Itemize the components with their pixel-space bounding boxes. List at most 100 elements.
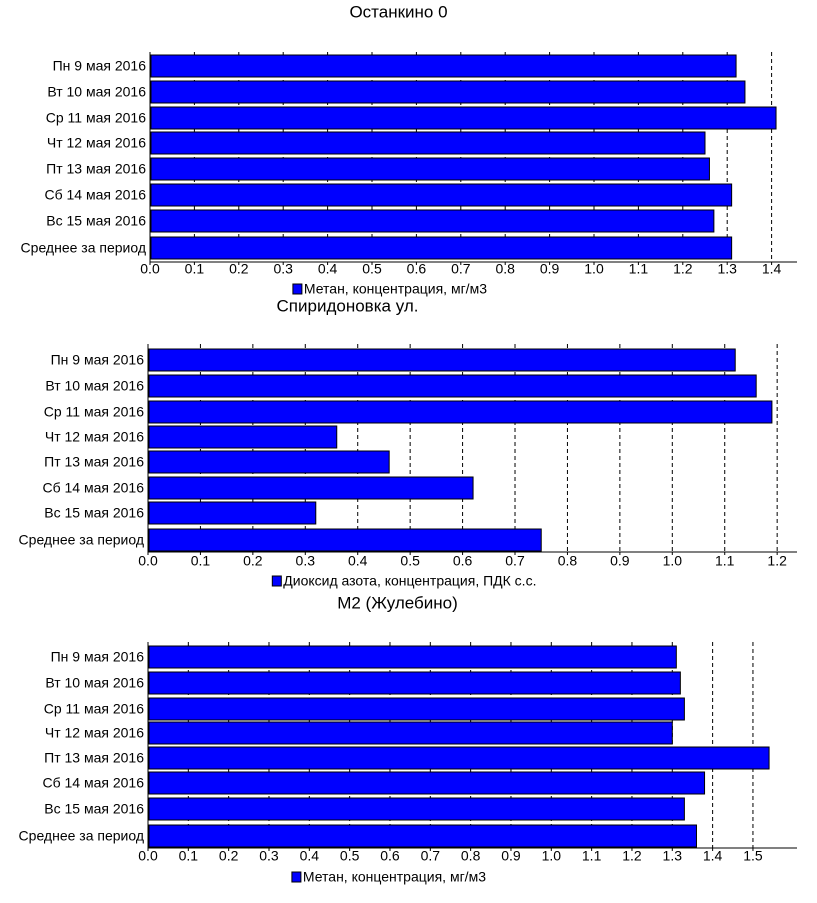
category-label: Сб 14 мая 2016: [42, 775, 144, 791]
tick-label: 0.5: [362, 261, 382, 277]
tick-label: 0.4: [318, 261, 338, 277]
category-label: Ср 11 мая 2016: [46, 110, 146, 126]
category-label: Пт 13 мая 2016: [44, 750, 144, 766]
category-label: Сб 14 мая 2016: [44, 187, 146, 203]
legend-label: Метан, концентрация, мг/м3: [304, 281, 487, 297]
bar: [150, 236, 733, 260]
bar: [150, 80, 746, 104]
tick-label: 0.2: [219, 848, 239, 864]
tick-label: 1.3: [663, 848, 683, 864]
legend-swatch: [271, 575, 282, 587]
category-label: Пт 13 мая 2016: [44, 454, 144, 470]
legend-swatch: [292, 283, 303, 295]
bar: [150, 157, 710, 181]
tick-label: 0.6: [407, 261, 427, 277]
tick-label: 1.3: [717, 261, 737, 277]
category-label: Вс 15 мая 2016: [44, 505, 144, 521]
category-label: Чт 12 мая 2016: [45, 429, 144, 445]
tick-label: 0.5: [400, 553, 420, 569]
tick-label: 0.2: [229, 261, 249, 277]
category-label: Чт 12 мая 2016: [47, 135, 146, 151]
tick-label: 0.5: [340, 848, 360, 864]
category-label: Пн 9 мая 2016: [51, 352, 145, 368]
tick-label: 1.2: [767, 553, 787, 569]
category-label: Пн 9 мая 2016: [51, 649, 145, 665]
legend-label: Метан, концентрация, мг/м3: [303, 869, 486, 885]
bar: [148, 797, 685, 821]
tick-label: 0.3: [259, 848, 279, 864]
chart-panel-1: Останкино 0 Пн 9 мая 2016 Вт 10 мая 2016 Ср…: [21, 2, 797, 297]
bar: [150, 54, 737, 78]
tick-label: 0.4: [348, 553, 368, 569]
bar: [148, 528, 542, 552]
tick-label: 0.3: [273, 261, 293, 277]
bar: [148, 400, 773, 424]
bar: [148, 425, 338, 449]
tick-label: 1.2: [673, 261, 693, 277]
tick-label: 1.4: [762, 261, 782, 277]
tick-label: 0.0: [140, 261, 160, 277]
legend-label: Диоксид азота, концентрация, ПДК с.с.: [283, 573, 536, 589]
bar: [150, 106, 777, 130]
bar: [148, 374, 757, 398]
bar: [148, 501, 317, 525]
category-label: Ср 11 мая 2016: [44, 404, 144, 420]
bar: [148, 348, 736, 372]
tick-label: 0.0: [138, 553, 158, 569]
bar: [148, 771, 706, 795]
tick-label: 0.7: [505, 553, 525, 569]
bar: [148, 697, 685, 721]
category-label: Чт 12 мая 2016: [45, 725, 144, 741]
bar: [148, 645, 677, 669]
category-label: Пт 13 мая 2016: [46, 161, 146, 177]
chart-title: Останкино 0: [349, 2, 447, 21]
tick-label: 0.6: [380, 848, 400, 864]
category-label: Вт 10 мая 2016: [45, 378, 144, 394]
tick-label: 0.8: [461, 848, 481, 864]
tick-label: 0.9: [540, 261, 560, 277]
bar: [148, 824, 697, 848]
category-label: Среднее за период: [19, 532, 144, 548]
tick-label: 1.0: [542, 848, 562, 864]
category-label: Ср 11 мая 2016: [44, 701, 144, 717]
tick-label: 1.1: [715, 553, 735, 569]
tick-label: 0.1: [191, 553, 211, 569]
tick-label: 1.1: [629, 261, 649, 277]
tick-label: 0.6: [453, 553, 473, 569]
category-label: Пн 9 мая 2016: [53, 58, 147, 74]
chart-title: Спиридоновка ул.: [277, 296, 419, 315]
tick-label: 1.0: [663, 553, 683, 569]
bar: [150, 183, 733, 207]
tick-label: 0.3: [296, 553, 316, 569]
category-label: Вт 10 мая 2016: [45, 675, 144, 691]
category-label: Среднее за период: [21, 240, 146, 256]
bar: [150, 131, 706, 155]
category-label: Вс 15 мая 2016: [46, 213, 146, 229]
bar: [148, 746, 770, 770]
legend-swatch: [291, 871, 302, 883]
category-label: Сб 14 мая 2016: [42, 480, 144, 496]
tick-label: 1.0: [584, 261, 604, 277]
tick-label: 1.4: [703, 848, 723, 864]
tick-label: 0.9: [610, 553, 630, 569]
tick-label: 1.5: [743, 848, 763, 864]
tick-label: 0.8: [558, 553, 578, 569]
bar: [148, 476, 474, 500]
tick-label: 0.0: [138, 848, 158, 864]
tick-label: 1.1: [582, 848, 602, 864]
tick-label: 0.9: [501, 848, 521, 864]
tick-label: 1.2: [622, 848, 642, 864]
tick-label: 0.4: [300, 848, 320, 864]
bar: [150, 209, 715, 233]
tick-label: 0.7: [451, 261, 471, 277]
chart-panel-3: М2 (Жулебино) Пн 9 мая 2016 Вт 10 мая 2016…: [19, 593, 797, 885]
tick-label: 0.7: [421, 848, 441, 864]
tick-label: 0.8: [495, 261, 515, 277]
tick-label: 0.2: [243, 553, 263, 569]
bar: [148, 721, 673, 745]
bar: [148, 671, 681, 695]
category-label: Вт 10 мая 2016: [47, 84, 146, 100]
category-label: Среднее за период: [19, 828, 144, 844]
bar: [148, 450, 390, 474]
